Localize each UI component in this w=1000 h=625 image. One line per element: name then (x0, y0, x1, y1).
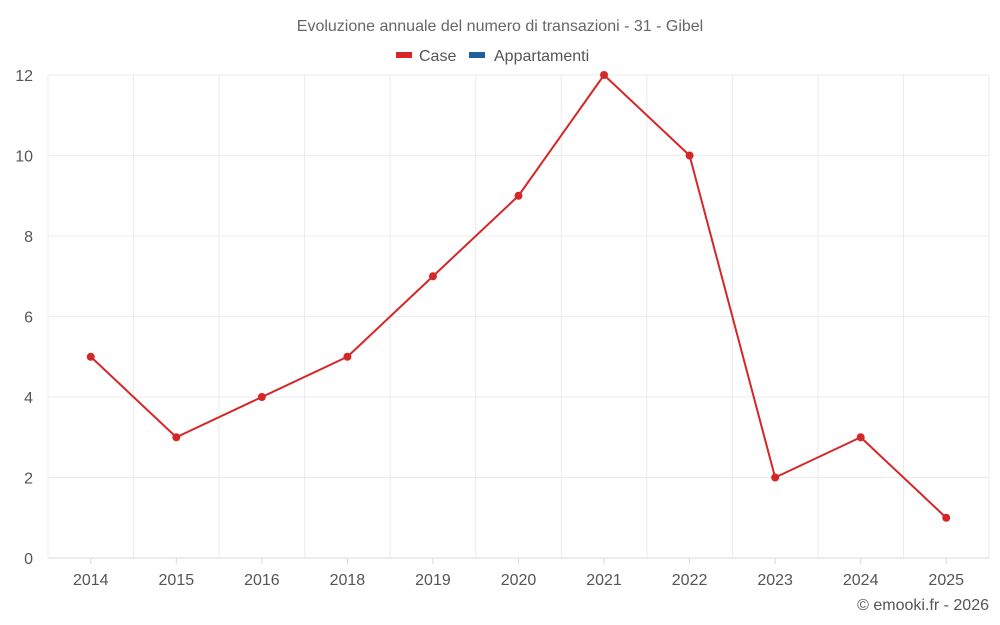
y-tick-label: 0 (24, 551, 33, 568)
x-tick-label: 2019 (415, 572, 451, 589)
x-tick-label: 2014 (73, 572, 109, 589)
legend-item-case[interactable]: Case (396, 48, 456, 65)
y-tick-label: 10 (15, 149, 33, 166)
plot-area (86, 71, 951, 522)
chart-title: Evoluzione annuale del numero di transaz… (297, 18, 703, 35)
data-point[interactable] (343, 352, 352, 361)
y-tick-label: 4 (24, 390, 33, 407)
data-point[interactable] (856, 433, 865, 442)
y-tick-label: 8 (24, 229, 33, 246)
x-tick-label: 2015 (159, 572, 195, 589)
legend-swatch-case (396, 52, 412, 58)
x-tick-label: 2021 (586, 572, 622, 589)
x-tick-label: 2020 (501, 572, 537, 589)
legend-label-case: Case (419, 48, 456, 65)
x-tick-label: 2022 (672, 572, 708, 589)
y-tick-label: 12 (15, 68, 33, 85)
legend[interactable]: Case Appartamenti (396, 48, 589, 65)
data-point[interactable] (685, 151, 694, 160)
data-point[interactable] (942, 513, 951, 522)
credit-text: © emooki.fr - 2026 (857, 597, 989, 614)
x-tick-label: 2018 (330, 572, 366, 589)
data-point[interactable] (600, 71, 609, 79)
grid (47, 74, 990, 559)
legend-item-appartamenti[interactable]: Appartamenti (469, 48, 589, 65)
y-tick-label: 2 (24, 471, 33, 488)
data-point[interactable] (428, 272, 437, 281)
x-tick-label: 2016 (244, 572, 280, 589)
x-axis: 2014 2015 2016 2018 2019 2020 2021 2022 2023 2024… (73, 558, 964, 589)
x-tick-label: 2024 (843, 572, 879, 589)
y-tick-label: 6 (24, 310, 33, 327)
x-tick-label: 2023 (757, 572, 793, 589)
data-point[interactable] (172, 433, 181, 442)
x-tick-label: 2025 (928, 572, 964, 589)
legend-swatch-appartamenti (469, 52, 485, 58)
data-point[interactable] (771, 473, 780, 482)
data-point[interactable] (257, 393, 266, 401)
data-point[interactable] (86, 352, 95, 361)
data-point[interactable] (514, 191, 523, 200)
legend-label-appartamenti: Appartamenti (494, 48, 589, 65)
y-axis: 0 2 4 6 8 10 12 (15, 68, 33, 568)
